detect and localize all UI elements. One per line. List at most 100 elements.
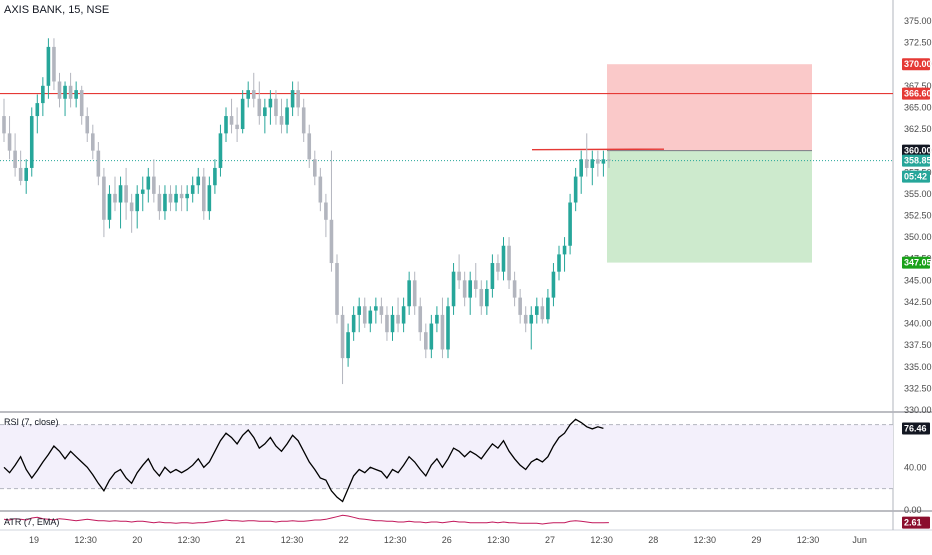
time-tick-label: 19 xyxy=(29,535,39,545)
candle-body xyxy=(407,280,411,307)
price-tick-label: 365.00 xyxy=(904,102,932,112)
candle-body xyxy=(429,323,434,350)
candle-body xyxy=(551,271,556,298)
candle-body xyxy=(63,85,67,99)
candle-body xyxy=(35,103,40,117)
time-tick-label: 12:30 xyxy=(384,535,407,545)
candle-body xyxy=(601,159,606,164)
candle-body xyxy=(446,306,450,350)
time-tick-label: 22 xyxy=(339,535,349,545)
candle-body xyxy=(52,46,56,82)
candle-body xyxy=(146,176,151,190)
candle-body xyxy=(374,306,378,311)
candle-body xyxy=(107,193,112,220)
candle-body xyxy=(113,193,117,203)
candle-body xyxy=(118,185,123,203)
time-tick-label: 12:30 xyxy=(178,535,201,545)
candle-body xyxy=(324,202,328,220)
price-tick-label: 375.00 xyxy=(904,16,932,26)
price-tick-label: 335.00 xyxy=(904,362,932,372)
rsi-tick-label: 0.00 xyxy=(904,505,922,515)
candle-body xyxy=(91,133,95,151)
candle-body xyxy=(568,202,572,246)
candle-body xyxy=(385,314,389,333)
candle-body xyxy=(557,254,561,272)
time-tick-label: 29 xyxy=(751,535,761,545)
symbol-title: AXIS BANK, 15, NSE xyxy=(4,4,110,16)
candle-body xyxy=(607,159,611,161)
candle-body xyxy=(335,263,339,315)
atr-line xyxy=(3,514,609,525)
candle-body xyxy=(240,98,245,130)
candle-body xyxy=(24,167,28,181)
price-tag-label: 05:42 xyxy=(904,172,927,182)
candle-body xyxy=(479,288,484,307)
candle-body xyxy=(229,116,234,125)
price-tick-label: 342.50 xyxy=(904,297,932,307)
candle-body xyxy=(596,159,600,164)
candle-body xyxy=(185,193,189,199)
candle-body xyxy=(179,193,184,199)
candle-body xyxy=(301,107,306,134)
rsi-value-label: 76.46 xyxy=(904,423,927,433)
time-tick-label: 21 xyxy=(235,535,245,545)
drawn-trend-line xyxy=(531,148,665,151)
candle-body xyxy=(462,280,467,298)
candle-body xyxy=(485,288,489,307)
rsi-title: RSI (7, close) xyxy=(4,417,59,427)
candle-body xyxy=(318,176,323,203)
candle-body xyxy=(7,133,12,151)
time-tick-label: 12:30 xyxy=(281,535,304,545)
candle-body xyxy=(468,280,472,298)
rsi-band xyxy=(0,424,893,489)
candle-body xyxy=(124,185,128,203)
price-tick-label: 340.00 xyxy=(904,319,932,329)
price-tag-label: 366.60 xyxy=(904,89,932,99)
candle-body xyxy=(257,98,262,117)
time-tick-label: 12:30 xyxy=(694,535,717,545)
candle-body xyxy=(213,167,217,186)
price-tag-label: 358.85 xyxy=(904,156,932,166)
price-tick-label: 350.00 xyxy=(904,232,932,242)
price-tick-label: 355.00 xyxy=(904,189,932,199)
candle-body xyxy=(412,280,417,307)
candle-body xyxy=(18,167,23,181)
candle-body xyxy=(296,90,300,108)
price-tag xyxy=(902,170,930,183)
candle-body xyxy=(129,202,134,212)
candle-body xyxy=(57,81,62,99)
candle-body xyxy=(346,332,350,359)
candle-body xyxy=(451,271,456,307)
candle-body xyxy=(96,150,101,177)
candle-body xyxy=(268,98,273,108)
rsi-line xyxy=(3,418,604,503)
candle-body xyxy=(490,263,495,289)
candle-body xyxy=(207,185,212,212)
candle-body xyxy=(357,306,361,315)
candle-body xyxy=(285,107,289,125)
candle-body xyxy=(102,176,106,220)
candle-body xyxy=(218,133,223,168)
candle-body xyxy=(79,90,84,117)
candle-body xyxy=(174,193,178,203)
price-tick-label: 337.50 xyxy=(904,340,932,350)
candle-body xyxy=(340,314,345,359)
time-tick-label: 28 xyxy=(648,535,658,545)
candle-body xyxy=(263,107,267,117)
time-tick-label: 20 xyxy=(132,535,142,545)
candle-body xyxy=(379,306,384,315)
price-tick-label: 332.50 xyxy=(904,383,932,393)
rsi-value-tag xyxy=(902,422,930,435)
time-tick-label: Jun xyxy=(852,535,867,545)
price-tag xyxy=(902,87,930,100)
candle-body xyxy=(74,90,78,99)
candle-body xyxy=(29,116,34,168)
candle-body xyxy=(190,185,195,194)
rsi-tick-label: 40.00 xyxy=(904,462,927,472)
candle-body xyxy=(157,193,162,212)
candle-body xyxy=(251,90,256,99)
candle-body xyxy=(518,297,522,315)
candle-body xyxy=(140,189,145,194)
